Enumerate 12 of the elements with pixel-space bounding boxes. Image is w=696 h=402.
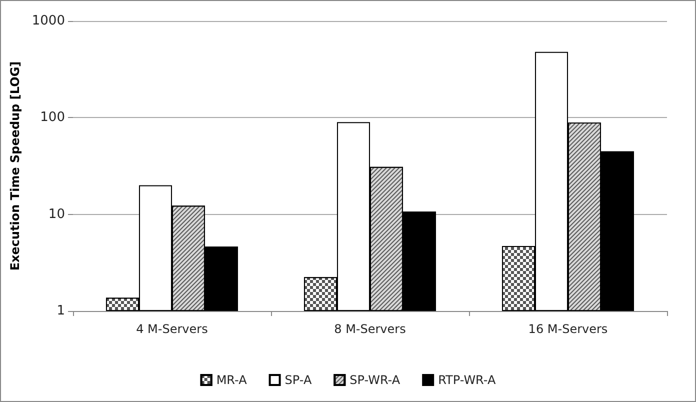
legend-label: SP-A [284,373,312,387]
y-tick-label: 1 [56,304,65,318]
x-tick-label: 4 M-Servers [136,322,208,336]
legend-label: SP-WR-A [350,373,401,387]
y-tick-label: 1000 [32,14,65,28]
x-tick-label: 8 M-Servers [334,322,406,336]
legend-label: MR-A [216,373,248,387]
y-tick-label: 10 [48,206,65,222]
x-tick-label: 16 M-Servers [528,322,608,336]
y-axis-title: Execution Time Speedup [LOG] [8,61,22,271]
legend-label: RTP-WR-A [438,373,496,387]
y-tick-label: 100 [40,110,65,126]
